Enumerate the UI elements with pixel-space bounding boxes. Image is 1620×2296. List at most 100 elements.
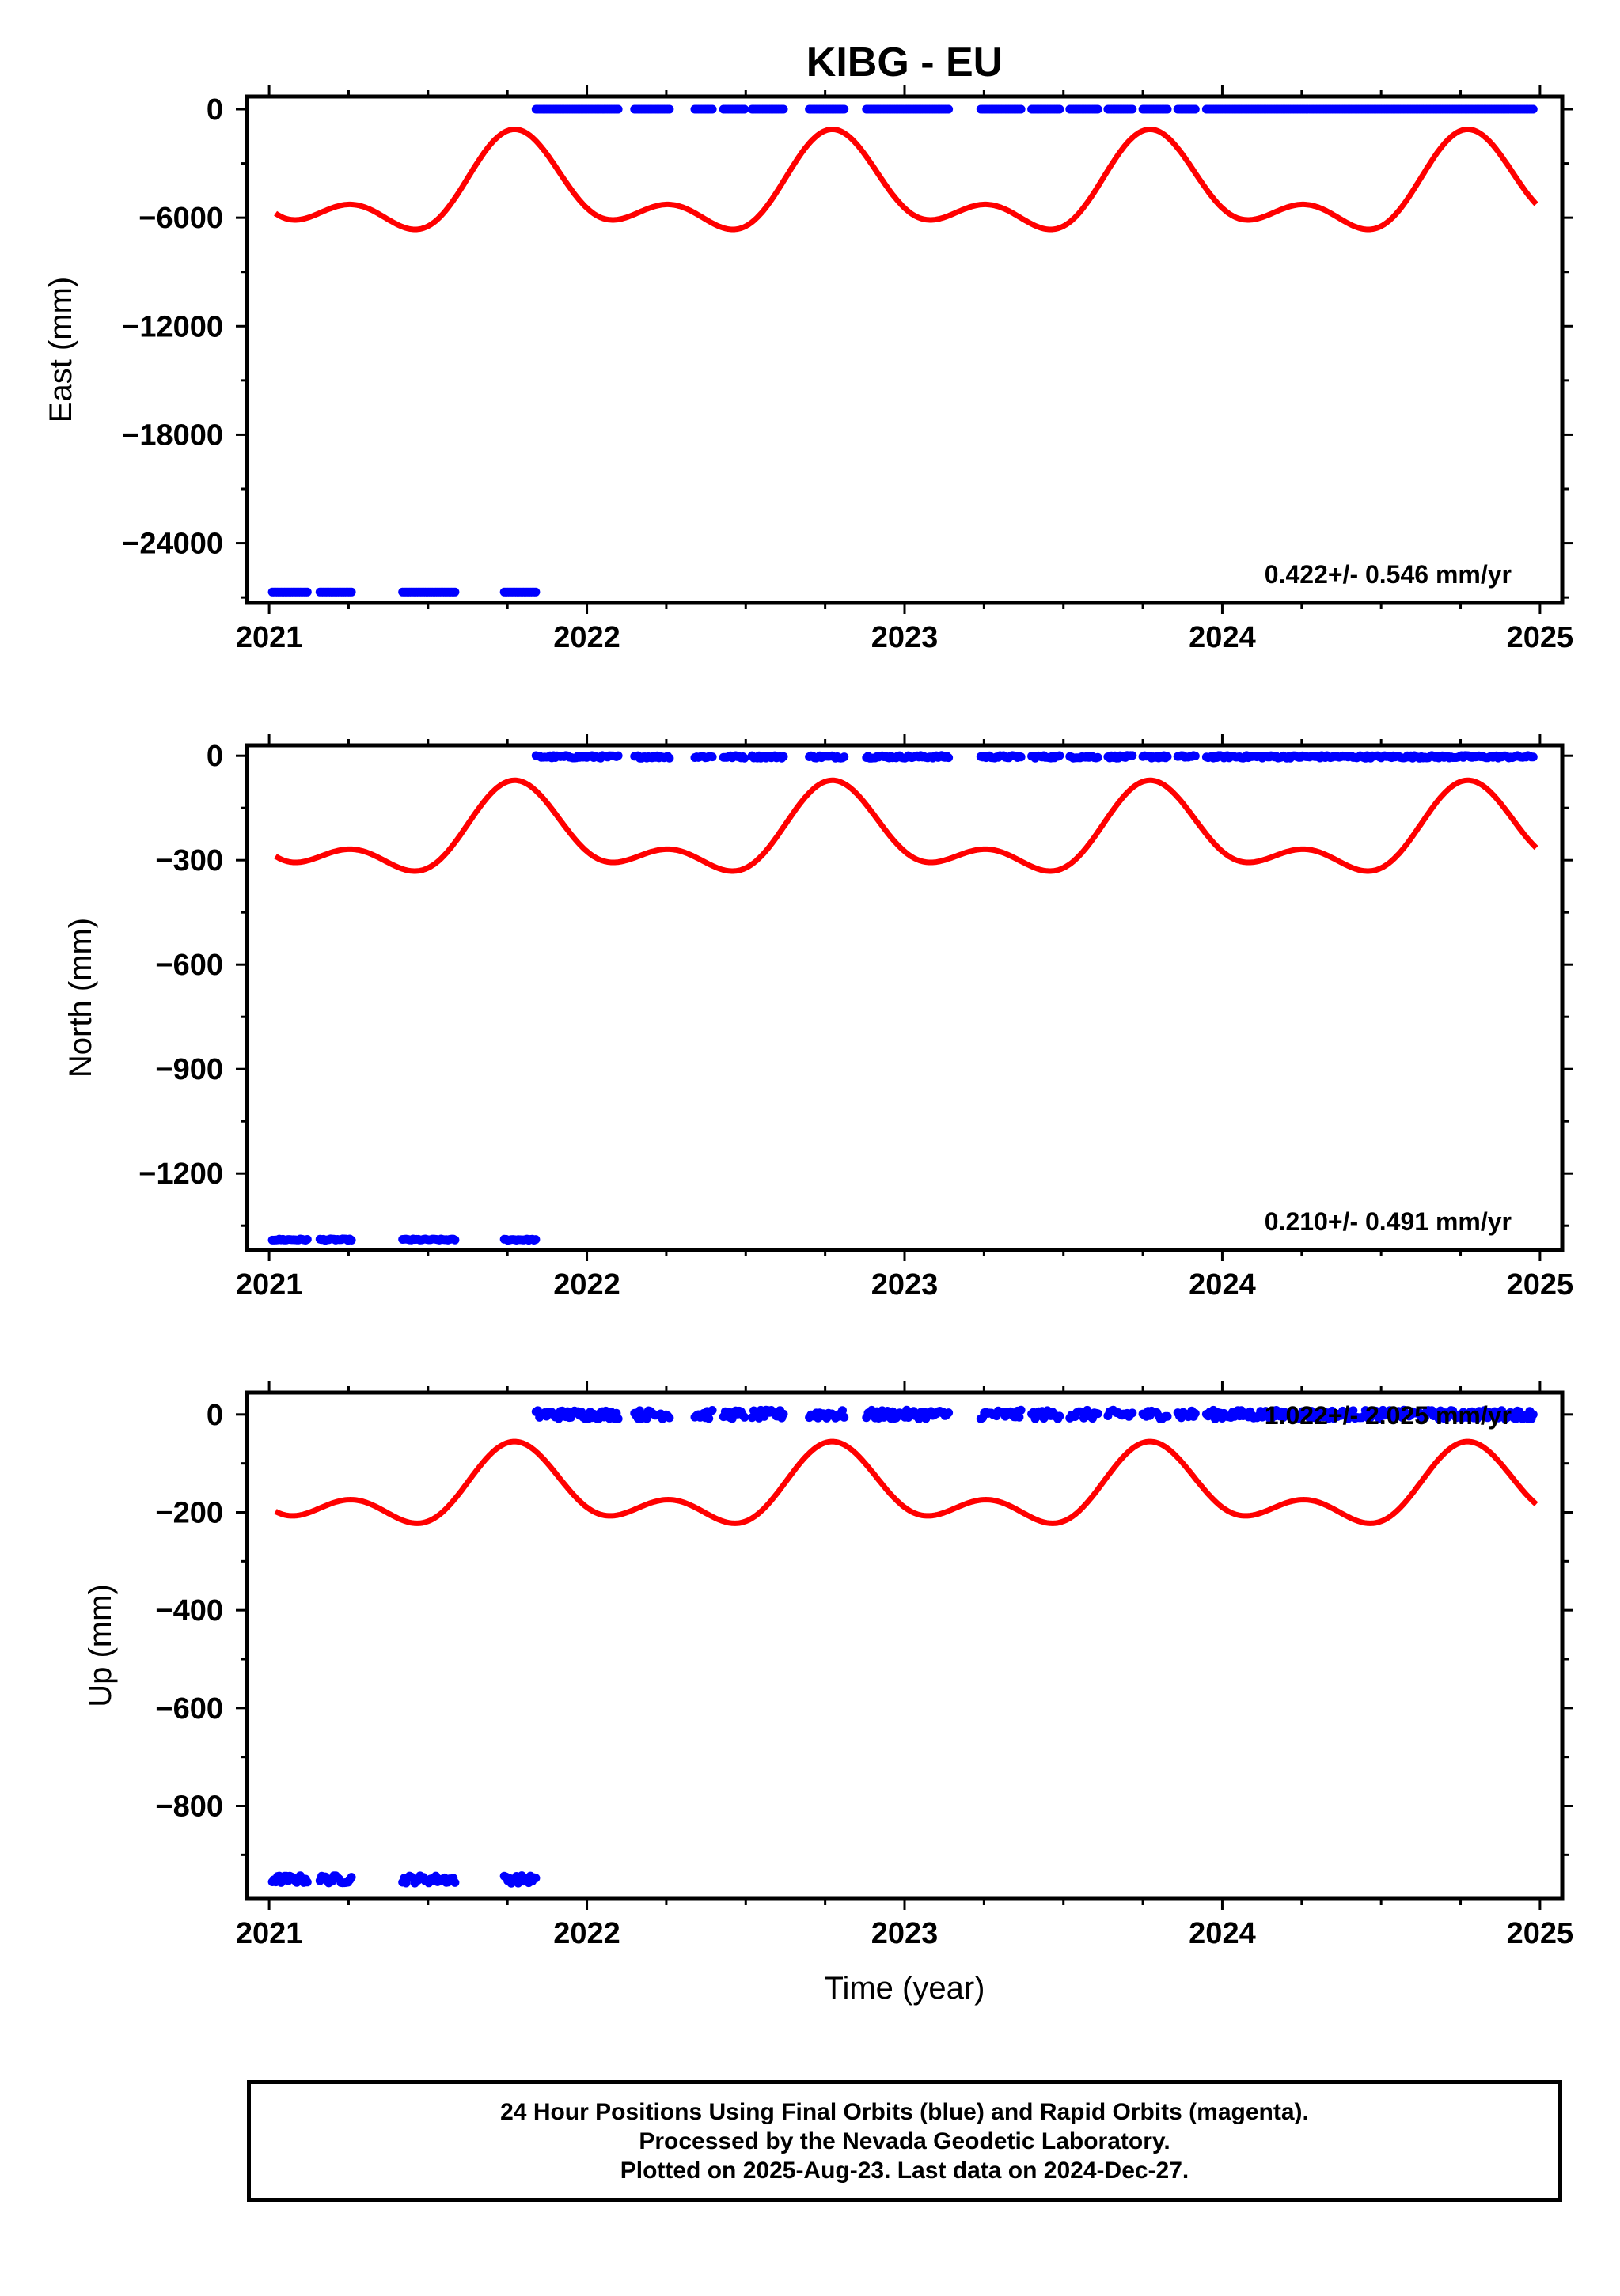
- x-tick-label: 2024: [1189, 1917, 1256, 1950]
- data-points: [267, 104, 1538, 597]
- data-point: [1190, 752, 1200, 760]
- data-point: [554, 1414, 563, 1423]
- data-point: [1190, 1409, 1200, 1418]
- x-tick-label: 2023: [871, 1268, 939, 1301]
- data-point: [531, 1235, 541, 1245]
- data-point: [840, 752, 849, 762]
- x-tick-label: 2021: [236, 1268, 303, 1301]
- data-point: [450, 587, 460, 597]
- x-tick-label: 2023: [871, 621, 939, 654]
- data-point: [944, 1408, 954, 1418]
- x-tick-label: 2021: [236, 621, 303, 654]
- panel-2: 2021 2022 2023 2024 2025 0 −300 −600 −900 −1200 No…: [63, 734, 1573, 1301]
- x-tick-label: 2025: [1507, 1917, 1574, 1950]
- plot-frame: [245, 743, 1565, 1252]
- data-points: [267, 1405, 1538, 1888]
- y-tick-label: −800: [155, 1790, 223, 1824]
- data-point: [1093, 752, 1102, 762]
- data-point: [1055, 104, 1064, 114]
- panel-1: 2021 2022 2023 2024 2025 0 −6000 −12000 −18000 −2…: [44, 85, 1573, 654]
- y-tick-label: −600: [155, 1692, 223, 1726]
- data-point: [1163, 752, 1172, 761]
- x-tick-label: 2025: [1507, 621, 1574, 654]
- data-point: [1016, 1405, 1026, 1415]
- data-points: [267, 751, 1538, 1245]
- data-point: [740, 1412, 749, 1422]
- data-point: [1163, 1411, 1172, 1421]
- data-point: [944, 104, 954, 114]
- panel-3: 2021 2022 2023 2024 2025 0 −200 −400 −600 −800 Up …: [83, 1381, 1573, 2006]
- data-point: [302, 587, 312, 597]
- data-point: [613, 1414, 623, 1423]
- data-point: [740, 104, 749, 114]
- data-point: [838, 1406, 847, 1415]
- data-point: [779, 1409, 788, 1419]
- velocity-label: 0.210+/- 0.491 mm/yr: [1265, 1207, 1512, 1236]
- y-tick-label: −12000: [122, 310, 223, 343]
- data-point: [450, 1877, 460, 1887]
- y-tick-label: −400: [155, 1594, 223, 1627]
- data-point: [302, 1877, 312, 1887]
- velocity-label: 1.022+/- 2.025 mm/yr: [1265, 1401, 1512, 1430]
- data-point: [613, 751, 623, 760]
- data-point: [642, 1414, 651, 1423]
- data-point: [840, 104, 849, 114]
- y-axis-label: East (mm): [44, 277, 78, 422]
- data-point: [531, 587, 541, 597]
- data-point: [665, 104, 674, 114]
- data-point: [1128, 1408, 1137, 1418]
- data-point: [347, 1236, 356, 1245]
- data-point: [708, 104, 717, 114]
- x-tick-label: 2022: [553, 1268, 620, 1301]
- y-tick-label: −600: [155, 949, 223, 982]
- data-point: [1016, 752, 1026, 762]
- y-tick-label: −200: [155, 1496, 223, 1529]
- data-point: [531, 1874, 541, 1883]
- data-point: [1093, 104, 1102, 114]
- plot-frame: [245, 94, 1565, 605]
- data-point: [450, 1235, 460, 1245]
- data-point: [1528, 104, 1538, 114]
- x-tick-label: 2021: [236, 1917, 303, 1950]
- data-point: [347, 587, 356, 597]
- data-point: [779, 104, 788, 114]
- model-curve: [274, 127, 1538, 233]
- caption-line-3: Plotted on 2025-Aug-23. Last data on 202…: [620, 2157, 1189, 2184]
- y-tick-label: −300: [155, 844, 223, 877]
- data-point: [704, 1414, 714, 1423]
- caption-line-2: Processed by the Nevada Geodetic Laborat…: [639, 2127, 1170, 2154]
- plot-frame: [245, 1390, 1565, 1901]
- data-point: [708, 1406, 717, 1415]
- caption-line-1: 24 Hour Positions Using Final Orbits (bl…: [500, 2098, 1309, 2125]
- data-point: [944, 753, 954, 763]
- x-tick-label: 2024: [1189, 1268, 1256, 1301]
- velocity-label: 0.422+/- 0.546 mm/yr: [1265, 560, 1512, 589]
- x-axis-label: Time (year): [825, 1971, 985, 2006]
- data-point: [1128, 751, 1137, 760]
- data-point: [302, 1235, 312, 1244]
- data-point: [1093, 1409, 1102, 1419]
- data-point: [840, 1412, 849, 1422]
- data-point: [708, 752, 717, 762]
- x-tick-label: 2025: [1507, 1268, 1574, 1301]
- y-tick-label: 0: [207, 93, 223, 127]
- data-point: [1349, 1406, 1358, 1415]
- data-point: [1528, 1410, 1538, 1419]
- data-point: [1055, 1411, 1064, 1421]
- data-point: [665, 1413, 674, 1423]
- data-point: [1163, 104, 1172, 114]
- y-axis-label: Up (mm): [83, 1584, 118, 1707]
- y-tick-label: 0: [207, 1399, 223, 1432]
- x-tick-label: 2023: [871, 1917, 939, 1950]
- y-tick-label: −18000: [122, 419, 223, 452]
- data-point: [1128, 104, 1137, 114]
- model-curve: [274, 1438, 1538, 1526]
- data-point: [1528, 752, 1538, 762]
- y-axis-label: North (mm): [63, 918, 98, 1078]
- caption-box: 24 Hour Positions Using Final Orbits (bl…: [247, 2080, 1562, 2202]
- data-point: [1015, 1412, 1024, 1422]
- x-tick-label: 2022: [553, 1917, 620, 1950]
- data-point: [665, 753, 674, 763]
- data-point: [347, 1873, 356, 1882]
- y-tick-label: −900: [155, 1053, 223, 1086]
